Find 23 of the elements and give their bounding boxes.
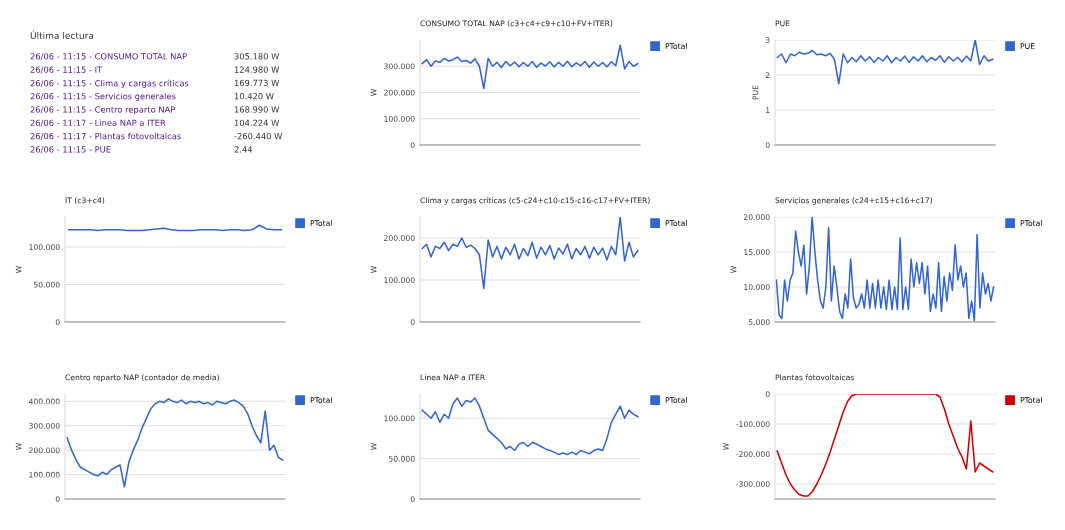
text: 26/06 - 11:15 - PUE [30, 146, 111, 154]
text: 26/06 - 11:15 - CONSUMO TOTAL NAP [30, 53, 187, 61]
text: 26/06 - 11:17 - Plantas fotovoltaicas [30, 132, 181, 140]
line-series [421, 217, 639, 290]
text: 26/06 - 11:15 - Servicios generales [30, 92, 176, 101]
text: 26/06 - 11:15 - IT [30, 66, 103, 74]
line-series [776, 394, 994, 497]
line-series [66, 398, 284, 488]
text: 10.420 W [234, 93, 274, 100]
text: 26/06 - 11:15 - Centro reparto NAP [30, 106, 175, 115]
text: 26/06 - 11:17 - Linea NAP a ITER [30, 119, 166, 127]
text: 26/06 - 11:15 - Clima y cargas críticas [30, 79, 189, 88]
text: 168.990 W [234, 106, 280, 113]
text: 124.980 W [234, 66, 280, 73]
text: 2.44 [234, 146, 253, 153]
line-series [775, 217, 995, 322]
line-series [421, 44, 639, 90]
line-series [421, 397, 639, 456]
text: 104.224 W [234, 119, 280, 126]
text: 169.773 W [234, 79, 280, 87]
text: -260.440 W [234, 132, 283, 140]
text: 305.180 W [234, 53, 280, 60]
text: Última lectura [30, 30, 94, 39]
